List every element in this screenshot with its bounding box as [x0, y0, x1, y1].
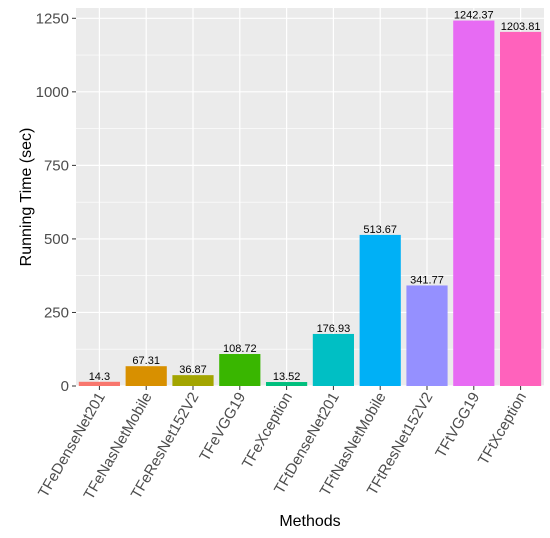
bar-TFeDenseNet201: [78, 381, 120, 386]
x-axis: TFeDenseNet201TFeNasNetMobileTFeResNet15…: [35, 386, 530, 503]
bars: [78, 20, 542, 387]
data-label: 13.52: [273, 371, 301, 383]
data-label: 341.77: [410, 274, 444, 286]
x-tick-label: TFeVGG19: [196, 390, 249, 465]
y-tick-label: 0: [61, 378, 69, 395]
bar-TFtXception: [500, 31, 542, 387]
data-label: 1242.37: [454, 10, 494, 22]
bar-TFtResNet152V2: [406, 285, 448, 386]
y-tick-label: 750: [44, 157, 69, 174]
bar-TFtNasNetMobile: [359, 234, 401, 386]
data-label: 176.93: [317, 323, 351, 335]
bar-TFeNasNetMobile: [125, 366, 167, 386]
y-axis: 0 250 500 750 1000 1250: [36, 10, 76, 395]
y-tick-label: 1000: [36, 84, 69, 101]
y-tick-label: 500: [44, 231, 69, 248]
bar-TFtVGG19: [453, 20, 495, 386]
bar-TFeResNet152V2: [172, 375, 214, 386]
y-tick-label: 250: [44, 304, 69, 321]
x-axis-title: Methods: [279, 513, 340, 530]
bar-TFeXception: [266, 382, 308, 386]
data-label: 1203.81: [501, 21, 541, 33]
bar-TFtDenseNet201: [312, 333, 354, 386]
x-tick-label: TFtXception: [475, 390, 530, 469]
bar-TFeVGG19: [219, 354, 261, 386]
data-label: 36.87: [179, 364, 207, 376]
x-tick-label: TFtVGG19: [432, 390, 483, 461]
y-tick-label: 1250: [36, 10, 69, 27]
data-labels: 14.3 67.31 36.87 108.72 13.52 176.93 513.67 341…: [89, 10, 541, 383]
data-label: 513.67: [363, 224, 397, 236]
y-axis-title: Running Time (sec): [18, 128, 35, 267]
data-label: 67.31: [132, 355, 160, 367]
data-label: 14.3: [89, 371, 110, 383]
data-label: 108.72: [223, 343, 257, 355]
